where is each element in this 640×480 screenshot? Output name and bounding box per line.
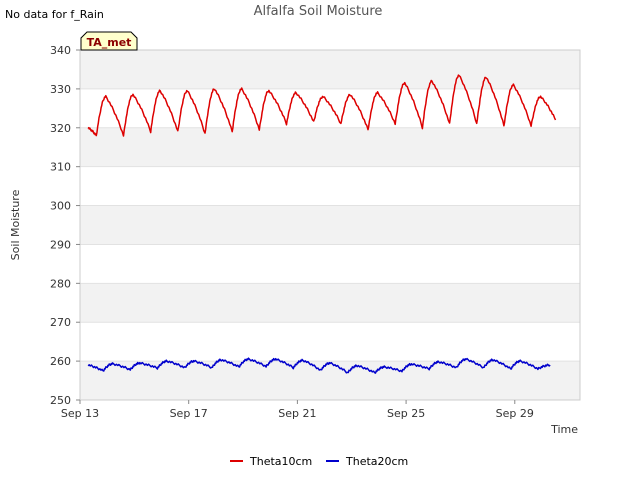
band-3 — [80, 127, 580, 167]
ta-met-badge-shape — [80, 31, 138, 51]
band-2 — [80, 205, 580, 245]
x-axis-ticks: Sep 13 Sep 17 Sep 21 Sep 25 Sep 29 — [61, 400, 534, 420]
y-tick-label-260: 260 — [50, 355, 71, 368]
x-tick-label-sep-25: Sep 25 — [387, 407, 425, 420]
y-axis-title: Soil Moisture — [9, 189, 22, 260]
y-axis-ticks: 250 260 270 280 290 300 310 320 330 340 — [50, 44, 80, 407]
no-data-note: No data for f_Rain — [5, 8, 104, 21]
x-tick-label-sep-13: Sep 13 — [61, 407, 99, 420]
legend: Theta10cm Theta20cm — [230, 455, 408, 468]
x-axis-title: Time — [550, 423, 578, 436]
y-tick-label-340: 340 — [50, 44, 71, 57]
band-0 — [80, 361, 580, 400]
x-tick-label-sep-21: Sep 21 — [278, 407, 316, 420]
background-bands — [80, 50, 580, 400]
ta-met-badge-label: TA_met — [87, 36, 132, 49]
y-tick-label-320: 320 — [50, 122, 71, 135]
y-tick-label-330: 330 — [50, 83, 71, 96]
y-tick-label-290: 290 — [50, 238, 71, 251]
y-tick-label-250: 250 — [50, 394, 71, 407]
y-tick-label-300: 300 — [50, 200, 71, 213]
series-line-theta20cm — [87, 357, 551, 374]
legend-label-theta10cm: Theta10cm — [249, 455, 312, 468]
series-lines — [87, 74, 557, 374]
x-tick-label-sep-17: Sep 17 — [170, 407, 208, 420]
series-line-theta10cm — [87, 74, 557, 137]
ta-met-badge: TA_met — [80, 31, 138, 51]
y-tick-label-280: 280 — [50, 277, 71, 290]
plot-area-frame — [79, 49, 581, 401]
y-tick-label-270: 270 — [50, 316, 71, 329]
band-4 — [80, 50, 580, 89]
y-tick-label-310: 310 — [50, 161, 71, 174]
legend-label-theta20cm: Theta20cm — [345, 455, 408, 468]
x-tick-label-sep-29: Sep 29 — [496, 407, 534, 420]
chart-title: Alfalfa Soil Moisture — [254, 4, 383, 19]
band-1 — [80, 283, 580, 323]
